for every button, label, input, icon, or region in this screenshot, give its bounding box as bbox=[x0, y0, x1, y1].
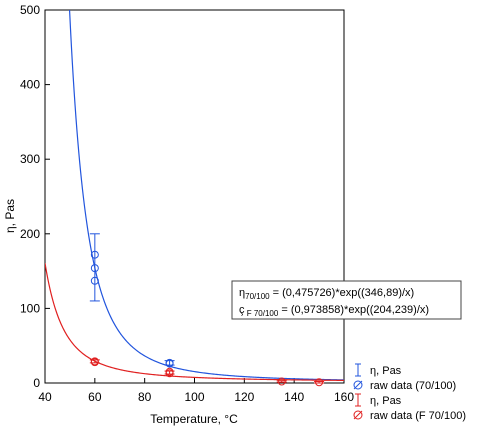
raw-data-point bbox=[165, 369, 174, 378]
x-axis-ticks: 40 60 80 100 120 140 160 bbox=[38, 378, 354, 404]
legend-item-red-errorbar: η, Pas bbox=[355, 393, 402, 407]
x-tick-label: 40 bbox=[38, 390, 52, 404]
legend-label: raw data (70/100) bbox=[370, 380, 456, 392]
x-tick-label: 100 bbox=[184, 390, 204, 404]
x-tick-label: 160 bbox=[334, 390, 354, 404]
x-tick-label: 140 bbox=[284, 390, 304, 404]
legend-label: η, Pas bbox=[370, 365, 402, 377]
fit-curves bbox=[45, 10, 344, 381]
raw-data-point bbox=[90, 358, 99, 367]
raw-data-point bbox=[277, 377, 286, 386]
plot-frame bbox=[44, 9, 345, 384]
equation-box: η70/100 = (0,475726)*exp((346,89)/x) ç F… bbox=[231, 280, 462, 320]
legend-item-blue-raw: raw data (70/100) bbox=[353, 380, 456, 392]
y-tick-label: 100 bbox=[20, 301, 40, 315]
legend-raw-icon bbox=[353, 410, 363, 420]
y-axis-label: η, Pas bbox=[3, 199, 17, 233]
y-tick-label: 0 bbox=[33, 376, 40, 390]
equation-2-subscript: F 70/100 bbox=[245, 309, 279, 318]
x-tick-label: 120 bbox=[234, 390, 254, 404]
legend-raw-slash bbox=[353, 380, 363, 390]
legend-label: raw data (F 70/100) bbox=[370, 410, 466, 422]
equation-1-prefix: η bbox=[239, 287, 245, 299]
equation-2-body: = (0,973858)*exp((204,239)/x) bbox=[278, 304, 429, 316]
legend: η, Pas raw data (70/100) η, Pas raw data… bbox=[353, 363, 466, 422]
y-tick-label: 500 bbox=[20, 3, 40, 17]
y-tick-label: 200 bbox=[20, 227, 40, 241]
y-axis-ticks: 0 100 200 300 400 500 bbox=[20, 3, 50, 390]
raw-data-point bbox=[165, 359, 174, 368]
raw-data-point bbox=[90, 250, 99, 259]
equation-1-body: = (0,475726)*exp((346,89)/x) bbox=[270, 287, 415, 299]
equation-2-prefix: ç bbox=[239, 304, 245, 316]
legend-label: η, Pas bbox=[370, 395, 402, 407]
equation-line-1: η70/100 = (0,475726)*exp((346,89)/x) bbox=[239, 287, 414, 301]
x-axis-label: Temperature, °C bbox=[150, 412, 238, 426]
legend-errorbar-icon bbox=[355, 363, 361, 377]
legend-raw-slash bbox=[353, 410, 363, 420]
raw-data-point bbox=[315, 378, 324, 387]
legend-item-blue-errorbar: η, Pas bbox=[355, 363, 402, 377]
equation-line-2: ç F 70/100 = (0,973858)*exp((204,239)/x) bbox=[239, 304, 429, 318]
equation-1-subscript: 70/100 bbox=[245, 292, 270, 301]
data-marks bbox=[89, 233, 325, 387]
x-tick-label: 60 bbox=[88, 390, 102, 404]
raw-data-point bbox=[90, 264, 99, 273]
x-tick-label: 80 bbox=[138, 390, 152, 404]
equation-box-frame bbox=[231, 280, 462, 320]
y-tick-label: 300 bbox=[20, 152, 40, 166]
legend-item-red-raw: raw data (F 70/100) bbox=[353, 410, 466, 422]
x-axis-label-main: Temperature, °C bbox=[150, 412, 238, 426]
fit-curve bbox=[68, 10, 344, 381]
raw-data-point bbox=[90, 276, 99, 285]
y-tick-label: 400 bbox=[20, 78, 40, 92]
legend-errorbar-icon bbox=[355, 393, 361, 407]
legend-raw-icon bbox=[353, 380, 363, 390]
